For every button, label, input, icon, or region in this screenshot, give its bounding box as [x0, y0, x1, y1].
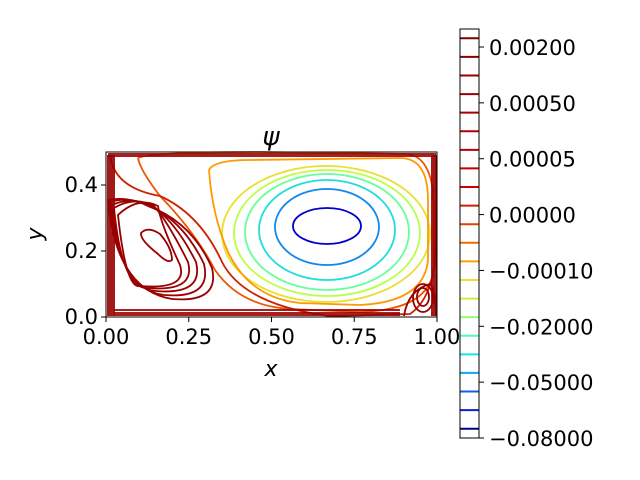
contour-line: [233, 169, 421, 297]
y-axis-label: y: [23, 227, 48, 242]
colorbar: 0.00200 0.00050 0.00005 0.00000 −0.00010 −0.0…: [459, 28, 593, 451]
contour-lines: [107, 151, 437, 317]
x-axis-label: x: [263, 357, 278, 382]
colorbar-levels: [460, 37, 479, 430]
plot-area: [105, 151, 438, 318]
x-tick-label: 0.75: [331, 325, 378, 349]
contour-line: [111, 199, 198, 293]
chart-title: ψ: [262, 122, 280, 152]
colorbar-tick-label: 0.00005: [489, 148, 576, 172]
colorbar-tick-label: 0.00200: [489, 36, 576, 60]
y-tick-label: 0.0: [65, 305, 98, 329]
y-tick-label: 0.2: [65, 239, 98, 263]
colorbar-tick-label: −0.08000: [489, 427, 593, 451]
y-tick-label: 0.4: [65, 173, 98, 197]
contour-line: [412, 283, 434, 313]
contour-line: [117, 201, 182, 288]
colorbar-tick-label: −0.05000: [489, 371, 593, 395]
colorbar-tick-label: −0.02000: [489, 315, 593, 339]
contour-line: [109, 198, 206, 297]
colorbar-tick-label: 0.00000: [489, 204, 576, 228]
contour-line: [416, 287, 430, 307]
x-tick-label: 0.50: [248, 325, 295, 349]
contour-line: [274, 188, 380, 266]
contour-line: [109, 154, 437, 317]
contour-line: [208, 157, 429, 306]
colorbar-ticks: 0.00200 0.00050 0.00005 0.00000 −0.00010 −0.0…: [479, 36, 593, 451]
contour-line: [107, 197, 214, 301]
colorbar-tick-label: 0.00050: [489, 92, 576, 116]
contour-line: [244, 173, 410, 291]
contour-line: [221, 165, 431, 303]
contour-line: [140, 228, 173, 263]
contour-line: [292, 207, 362, 245]
colorbar-tick-label: −0.00010: [489, 259, 593, 283]
x-tick-label: 1.00: [414, 325, 461, 349]
colorbar-frame: [459, 28, 480, 439]
x-tick-label: 0.00: [83, 325, 130, 349]
x-tick-label: 0.25: [165, 325, 212, 349]
contour-line: [258, 179, 396, 281]
y-axis: 0.0 0.2 0.4: [65, 173, 106, 329]
x-axis: 0.00 0.25 0.50 0.75 1.00: [83, 317, 461, 349]
